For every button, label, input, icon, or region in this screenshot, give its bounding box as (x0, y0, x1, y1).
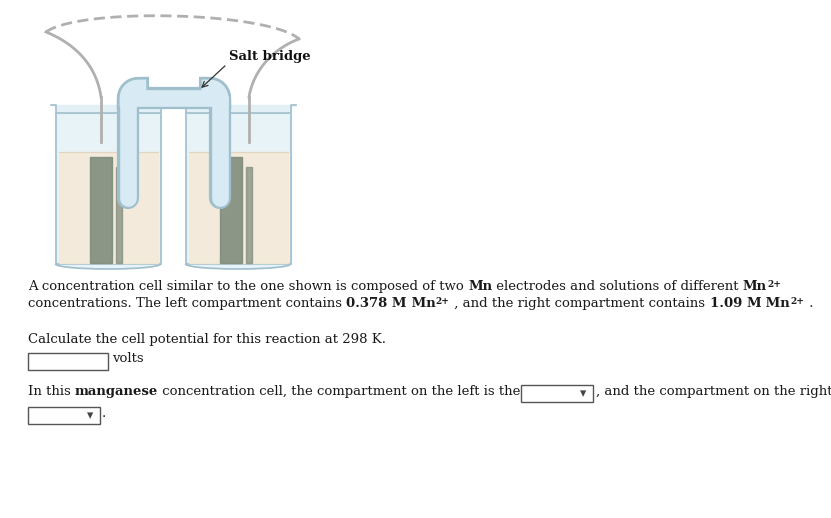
Text: 2+: 2+ (790, 297, 804, 306)
Text: 1.09 M: 1.09 M (710, 297, 761, 310)
Text: Mn: Mn (406, 297, 435, 310)
Text: , and the right compartment contains: , and the right compartment contains (450, 297, 710, 310)
Polygon shape (90, 157, 112, 263)
Text: ▾: ▾ (87, 409, 93, 422)
Text: Calculate the cell potential for this reaction at 298 K.: Calculate the cell potential for this re… (28, 333, 386, 346)
Text: , and the compartment on the right is the: , and the compartment on the right is th… (596, 385, 831, 398)
Text: manganese: manganese (75, 385, 158, 398)
Polygon shape (51, 105, 165, 113)
Text: electrodes and solutions of different: electrodes and solutions of different (492, 280, 743, 293)
Ellipse shape (56, 259, 160, 269)
Text: volts: volts (112, 352, 144, 365)
Text: Mn: Mn (743, 280, 767, 293)
Text: ▾: ▾ (579, 387, 586, 400)
Polygon shape (58, 152, 158, 263)
Polygon shape (246, 167, 252, 263)
Bar (28, 353, 108, 370)
Text: In this: In this (28, 385, 75, 398)
Polygon shape (116, 167, 122, 263)
Text: 2+: 2+ (435, 297, 450, 306)
Polygon shape (220, 157, 242, 263)
Bar (28, 407, 100, 424)
Text: A concentration cell similar to the one shown is composed of two: A concentration cell similar to the one … (28, 280, 468, 293)
Text: Salt bridge: Salt bridge (229, 50, 311, 63)
Text: concentration cell, the compartment on the left is the: concentration cell, the compartment on t… (158, 385, 521, 398)
Polygon shape (180, 105, 296, 113)
Polygon shape (189, 152, 288, 263)
Polygon shape (185, 113, 291, 264)
Bar (521, 385, 593, 402)
Ellipse shape (185, 259, 291, 269)
Polygon shape (56, 113, 160, 264)
Text: Mn: Mn (468, 280, 492, 293)
Text: 0.378 M: 0.378 M (347, 297, 406, 310)
Text: Mn: Mn (761, 297, 790, 310)
Text: concentrations. The left compartment contains: concentrations. The left compartment con… (28, 297, 347, 310)
Text: 2+: 2+ (767, 280, 781, 289)
Text: .: . (805, 297, 814, 310)
Text: .: . (102, 407, 106, 420)
